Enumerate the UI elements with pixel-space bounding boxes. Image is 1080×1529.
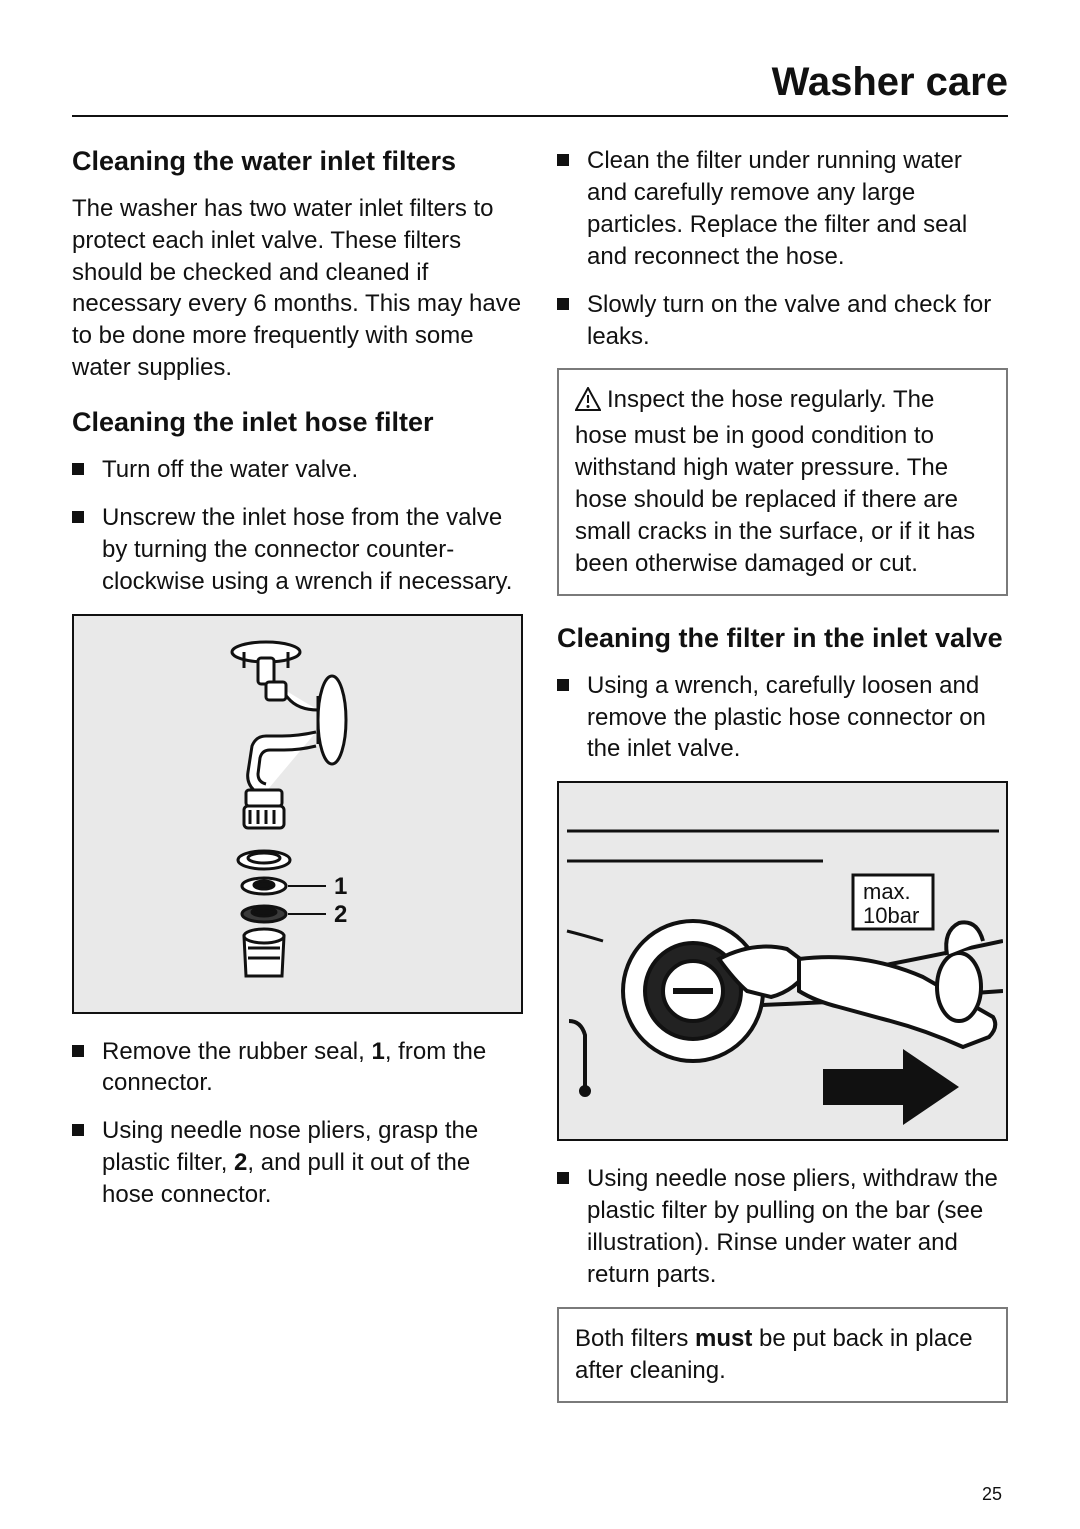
figure-label-1: 1	[334, 873, 347, 900]
bold-number: 1	[371, 1038, 384, 1065]
figure-text-max: max.	[863, 879, 911, 904]
section-heading-inlet-valve: Cleaning the filter in the inlet valve	[557, 622, 1008, 656]
warning-text: Inspect the hose regularly. The hose mus…	[575, 386, 975, 577]
list-item: Using a wrench, carefully loosen and rem…	[557, 670, 1008, 766]
list-item: Turn off the water valve.	[72, 454, 523, 486]
bullet-list: Remove the rubber seal, 1, from the conn…	[72, 1036, 523, 1212]
bullet-list: Turn off the water valve. Unscrew the in…	[72, 454, 523, 598]
text: Remove the rubber seal,	[102, 1038, 371, 1065]
list-item: Slowly turn on the valve and check for l…	[557, 289, 1008, 353]
bullet-list: Using needle nose pliers, withdraw the p…	[557, 1163, 1008, 1291]
warning-icon	[575, 387, 601, 420]
list-item: Using needle nose pliers, grasp the plas…	[72, 1115, 523, 1211]
bold-number: 2	[234, 1149, 247, 1176]
two-column-layout: Cleaning the water inlet filters The was…	[72, 145, 1008, 1429]
notice-box: Both filters must be put back in place a…	[557, 1307, 1008, 1403]
list-item: Remove the rubber seal, 1, from the conn…	[72, 1036, 523, 1100]
bullet-list: Clean the filter under running water and…	[557, 145, 1008, 352]
left-column: Cleaning the water inlet filters The was…	[72, 145, 523, 1429]
section-heading-inlet-hose: Cleaning the inlet hose filter	[72, 406, 523, 440]
list-item: Clean the filter under running water and…	[557, 145, 1008, 273]
page-title: Washer care	[72, 60, 1008, 105]
inlet-valve-svg: max. 10bar	[563, 791, 1003, 1131]
intro-paragraph: The washer has two water inlet filters t…	[72, 193, 523, 384]
list-item: Using needle nose pliers, withdraw the p…	[557, 1163, 1008, 1291]
section-heading-water-inlet: Cleaning the water inlet filters	[72, 145, 523, 179]
page-number: 25	[982, 1484, 1002, 1505]
figure-faucet: 1 2	[72, 614, 523, 1014]
title-rule	[72, 115, 1008, 117]
right-column: Clean the filter under running water and…	[557, 145, 1008, 1429]
notice-text-bold: must	[695, 1325, 752, 1352]
manual-page: Washer care Cleaning the water inlet fil…	[0, 0, 1080, 1529]
figure-label-2: 2	[334, 901, 347, 928]
faucet-svg: 1 2	[148, 624, 448, 1004]
list-item: Unscrew the inlet hose from the valve by…	[72, 502, 523, 598]
bullet-list: Using a wrench, carefully loosen and rem…	[557, 670, 1008, 766]
figure-text-bar: 10bar	[863, 903, 919, 928]
notice-text-pre: Both filters	[575, 1325, 695, 1352]
warning-box: Inspect the hose regularly. The hose mus…	[557, 368, 1008, 595]
figure-inlet-valve: max. 10bar	[557, 781, 1008, 1141]
